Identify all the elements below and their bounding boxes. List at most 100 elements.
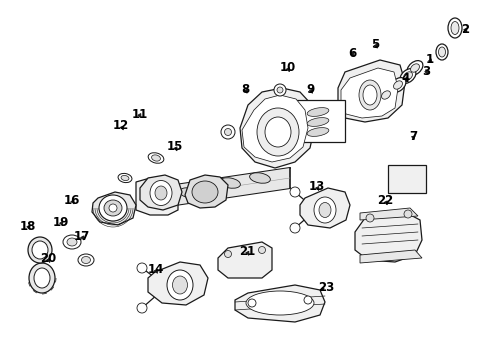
Ellipse shape — [393, 81, 402, 89]
Bar — [294, 100, 345, 142]
Ellipse shape — [109, 204, 117, 212]
Circle shape — [224, 129, 231, 135]
Polygon shape — [148, 262, 207, 305]
Ellipse shape — [118, 174, 132, 183]
Polygon shape — [218, 242, 271, 278]
Ellipse shape — [377, 87, 393, 102]
Polygon shape — [235, 285, 325, 322]
Ellipse shape — [219, 178, 240, 188]
Ellipse shape — [81, 256, 90, 264]
Ellipse shape — [447, 18, 461, 38]
Ellipse shape — [99, 195, 127, 221]
Ellipse shape — [403, 72, 411, 80]
Text: 1: 1 — [425, 53, 432, 66]
Ellipse shape — [306, 118, 328, 126]
Circle shape — [289, 223, 299, 233]
Ellipse shape — [148, 153, 163, 163]
Text: 21: 21 — [238, 245, 255, 258]
Text: 4: 4 — [401, 72, 409, 85]
Bar — [387, 165, 425, 193]
Ellipse shape — [63, 235, 81, 249]
Circle shape — [137, 263, 147, 273]
Text: 18: 18 — [20, 220, 37, 233]
Ellipse shape — [121, 175, 129, 181]
Ellipse shape — [245, 291, 313, 315]
Text: 5: 5 — [371, 39, 379, 51]
Text: 22: 22 — [376, 194, 393, 207]
Ellipse shape — [364, 98, 379, 112]
Ellipse shape — [358, 80, 380, 110]
Ellipse shape — [264, 117, 290, 147]
Text: 6: 6 — [347, 47, 355, 60]
Text: 17: 17 — [74, 230, 90, 243]
Circle shape — [304, 296, 311, 304]
Ellipse shape — [28, 237, 52, 263]
Ellipse shape — [167, 270, 193, 300]
Polygon shape — [299, 188, 349, 228]
Circle shape — [276, 87, 283, 93]
Text: 23: 23 — [318, 281, 334, 294]
Polygon shape — [136, 178, 178, 215]
Polygon shape — [92, 192, 136, 225]
Ellipse shape — [435, 44, 447, 60]
Polygon shape — [359, 250, 421, 263]
Text: 3: 3 — [422, 65, 429, 78]
Ellipse shape — [32, 241, 48, 259]
Text: 19: 19 — [53, 216, 69, 229]
Text: 10: 10 — [279, 61, 295, 74]
Text: 13: 13 — [308, 180, 325, 193]
Ellipse shape — [450, 22, 458, 35]
Text: 8: 8 — [241, 83, 249, 96]
Polygon shape — [340, 68, 397, 118]
Ellipse shape — [306, 128, 328, 136]
Ellipse shape — [249, 173, 270, 183]
Ellipse shape — [104, 200, 122, 216]
Text: 2: 2 — [461, 23, 468, 36]
Text: 7: 7 — [408, 130, 416, 143]
Circle shape — [365, 214, 373, 222]
Ellipse shape — [150, 180, 172, 206]
Ellipse shape — [381, 91, 389, 99]
Ellipse shape — [78, 254, 94, 266]
Ellipse shape — [362, 85, 376, 105]
Ellipse shape — [172, 276, 187, 294]
Polygon shape — [140, 175, 182, 210]
Text: 20: 20 — [40, 252, 56, 265]
Ellipse shape — [151, 155, 160, 161]
Polygon shape — [240, 88, 314, 168]
Polygon shape — [354, 212, 421, 262]
Circle shape — [247, 299, 256, 307]
Ellipse shape — [367, 101, 376, 109]
Ellipse shape — [34, 268, 50, 288]
Ellipse shape — [318, 202, 330, 217]
Circle shape — [403, 210, 411, 218]
Ellipse shape — [192, 181, 218, 203]
Ellipse shape — [389, 78, 405, 93]
Ellipse shape — [407, 60, 422, 75]
Polygon shape — [155, 168, 289, 208]
Ellipse shape — [155, 186, 167, 200]
Ellipse shape — [399, 69, 415, 84]
Ellipse shape — [438, 47, 445, 57]
Ellipse shape — [306, 108, 328, 116]
Text: 11: 11 — [131, 108, 147, 121]
Ellipse shape — [29, 263, 55, 293]
Ellipse shape — [257, 108, 298, 156]
Ellipse shape — [313, 197, 335, 223]
Circle shape — [137, 303, 147, 313]
Ellipse shape — [179, 188, 200, 198]
Polygon shape — [184, 175, 227, 208]
Ellipse shape — [67, 238, 77, 246]
Circle shape — [224, 251, 231, 257]
Text: 14: 14 — [147, 263, 163, 276]
Text: 16: 16 — [64, 194, 81, 207]
Text: 15: 15 — [166, 140, 183, 153]
Polygon shape — [337, 60, 404, 122]
Circle shape — [258, 247, 265, 253]
Polygon shape — [359, 208, 417, 220]
Ellipse shape — [410, 64, 419, 72]
Text: 12: 12 — [113, 119, 129, 132]
Circle shape — [289, 187, 299, 197]
Circle shape — [273, 84, 285, 96]
Polygon shape — [242, 95, 307, 162]
